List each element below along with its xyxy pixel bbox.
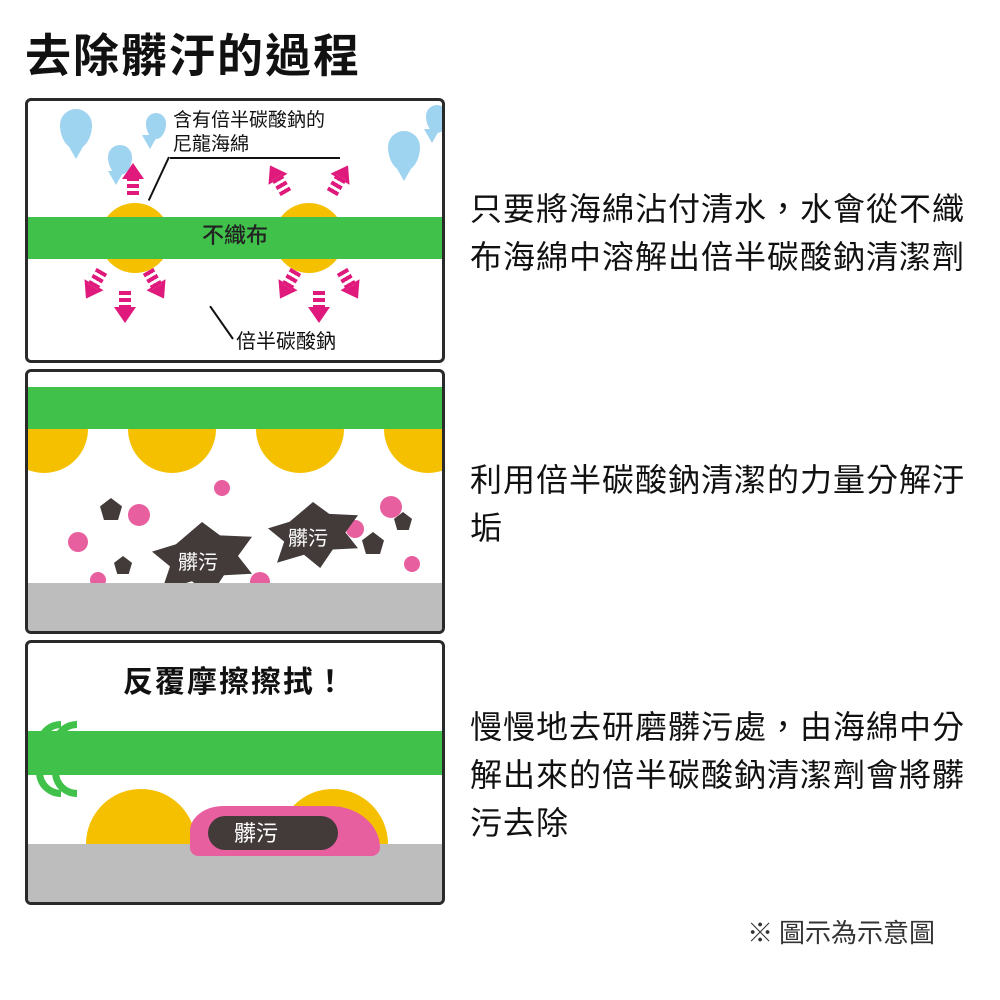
page-title: 去除髒汙的過程 (25, 20, 975, 86)
particle-half-icon (256, 429, 344, 473)
water-drop-icon (146, 113, 166, 139)
dirt-label: 髒污 (178, 546, 218, 575)
water-drop-icon (60, 109, 92, 149)
particle-half-icon (384, 429, 445, 473)
step-2-desc: 利用倍半碳酸鈉清潔的力量分解汙垢 (470, 454, 975, 550)
fabric-band (28, 387, 442, 429)
step-2-row: 髒污 髒污 利用倍半碳酸鈉清潔的力量分解汙垢 (25, 369, 975, 634)
arrow-up-icon (257, 158, 301, 204)
fabric-band-label: 不織布 (28, 218, 442, 250)
arrow-down-icon (110, 287, 140, 323)
particle-half-icon (86, 789, 196, 844)
step-1-panel: 含有倍半碳酸鈉的 尼龍海綿 不織布 倍半碳酸鈉 (25, 98, 445, 363)
dirt-label: 髒污 (288, 522, 328, 551)
footnote: ※ 圖示為示意圖 (25, 913, 975, 950)
surface-floor (28, 583, 442, 631)
callout-line (170, 157, 340, 159)
callout-soda: 倍半碳酸鈉 (236, 325, 336, 354)
dirt-dot-icon (362, 532, 384, 554)
pink-dot-icon (214, 480, 230, 496)
dirt-dot-icon (114, 556, 132, 574)
water-drop-icon (426, 105, 445, 133)
panel-3-title: 反覆摩擦擦拭！ (28, 657, 442, 701)
fabric-band (28, 731, 442, 775)
step-3-row: 反覆摩擦擦拭！ 髒污 慢慢地去研磨髒污處，由海綿中分解出來的倍半碳酸鈉清潔劑會將… (25, 640, 975, 905)
pink-dot-icon (404, 556, 420, 572)
callout-lead (148, 157, 170, 201)
arrow-up-icon (118, 163, 148, 199)
pink-dot-icon (128, 504, 150, 526)
step-1-row: 含有倍半碳酸鈉的 尼龍海綿 不織布 倍半碳酸鈉 只要將海綿沾付清水，水會從不織布… (25, 98, 975, 363)
step-3-panel: 反覆摩擦擦拭！ 髒污 (25, 640, 445, 905)
step-3-desc: 慢慢地去研磨髒污處，由海綿中分解出來的倍半碳酸鈉清潔劑會將髒污去除 (470, 701, 975, 845)
particle-half-icon (128, 429, 216, 473)
arrow-up-icon (317, 158, 361, 204)
step-1-desc: 只要將海綿沾付清水，水會從不織布海綿中溶解出倍半碳酸鈉清潔劑 (470, 183, 975, 279)
callout-sponge: 含有倍半碳酸鈉的 尼龍海綿 (173, 107, 325, 155)
callout-lead-2 (209, 306, 234, 340)
pink-dot-icon (380, 496, 402, 518)
dirt-dot-icon (100, 498, 122, 520)
particle-half-icon (25, 429, 88, 473)
arrow-down-icon (304, 287, 334, 323)
water-drop-icon (388, 131, 420, 171)
step-2-panel: 髒污 髒污 (25, 369, 445, 634)
dirt-label: 髒污 (234, 816, 278, 848)
pink-dot-icon (68, 532, 88, 552)
